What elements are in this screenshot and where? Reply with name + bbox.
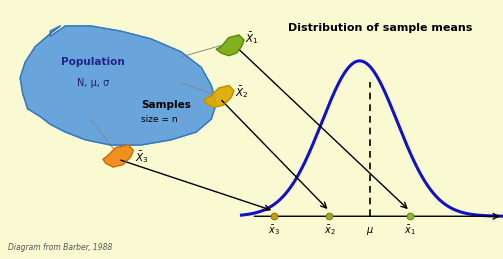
Text: N, μ, σ: N, μ, σ bbox=[77, 78, 109, 88]
Text: Distribution of sample means: Distribution of sample means bbox=[288, 24, 472, 33]
Text: $\mu$: $\mu$ bbox=[366, 225, 374, 236]
Text: $\bar{X}_3$: $\bar{X}_3$ bbox=[135, 149, 148, 165]
Text: $\bar{X}_1$: $\bar{X}_1$ bbox=[245, 30, 259, 46]
Text: size = n: size = n bbox=[141, 115, 178, 124]
Text: Population: Population bbox=[61, 57, 125, 67]
Text: $\bar{x}_3$: $\bar{x}_3$ bbox=[268, 224, 280, 238]
Text: $\bar{x}_2$: $\bar{x}_2$ bbox=[323, 224, 336, 238]
Text: Samples: Samples bbox=[141, 100, 191, 110]
Polygon shape bbox=[204, 85, 234, 107]
Polygon shape bbox=[20, 26, 216, 145]
Polygon shape bbox=[216, 35, 244, 56]
Text: $\bar{x}_1$: $\bar{x}_1$ bbox=[404, 224, 416, 238]
Text: Diagram from Barber, 1988: Diagram from Barber, 1988 bbox=[8, 243, 112, 252]
Text: $\bar{X}_2$: $\bar{X}_2$ bbox=[235, 84, 249, 100]
Polygon shape bbox=[103, 145, 133, 167]
